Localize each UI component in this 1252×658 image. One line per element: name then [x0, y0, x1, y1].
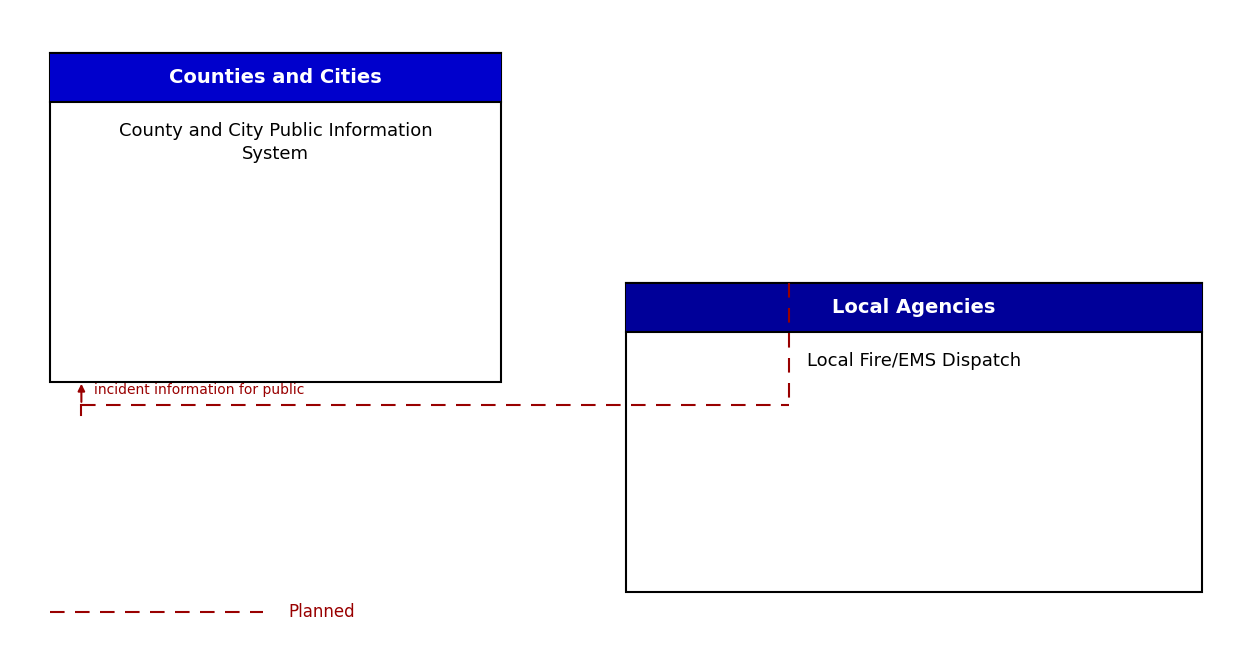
- Text: Local Fire/EMS Dispatch: Local Fire/EMS Dispatch: [806, 352, 1022, 370]
- Bar: [626, 283, 1202, 592]
- Text: Local Agencies: Local Agencies: [833, 298, 995, 317]
- Bar: [50, 53, 501, 102]
- Text: Planned: Planned: [288, 603, 354, 621]
- Text: County and City Public Information
System: County and City Public Information Syste…: [119, 122, 432, 163]
- Text: Counties and Cities: Counties and Cities: [169, 68, 382, 87]
- Bar: [626, 283, 1202, 332]
- Text: incident information for public: incident information for public: [94, 383, 304, 397]
- Bar: [50, 53, 501, 382]
